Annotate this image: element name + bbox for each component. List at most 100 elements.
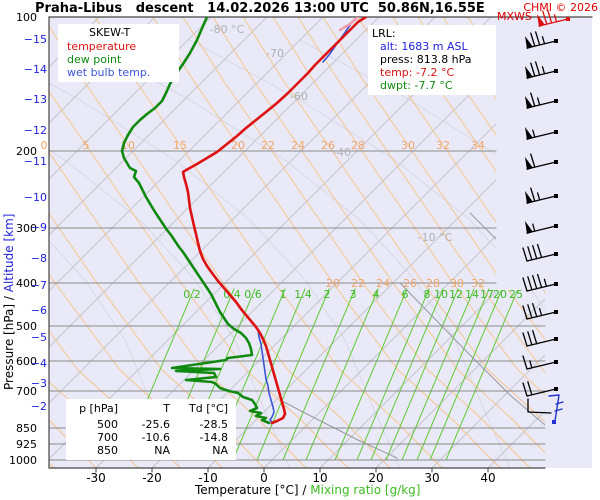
pressure-tick-label: 925	[16, 438, 37, 451]
mixing-ratio-label: 3	[350, 288, 357, 301]
wind-barb-full	[542, 10, 548, 25]
dry-adiabat-line	[94, 17, 443, 468]
wind-barb-half	[541, 66, 546, 75]
wind-barb-icon	[525, 61, 558, 79]
mixing-ratio-label: 14	[465, 288, 479, 301]
wind-barb-pennant	[525, 127, 533, 140]
wind-barb-icon	[522, 330, 558, 347]
isotherm-line	[49, 17, 268, 468]
isotherm-line	[49, 17, 212, 468]
table-row-cell: NA	[212, 444, 228, 457]
table-row-cell: -25.6	[141, 418, 170, 431]
pressure-tick-label: 500	[16, 320, 37, 333]
pressure-tick-label: 300	[16, 222, 37, 235]
wind-barb-full	[532, 275, 538, 290]
wind-barb-full	[532, 245, 538, 260]
pressure-tick-label: 1000	[9, 454, 37, 467]
wind-barb-icon	[525, 221, 558, 234]
legend-item: temperature	[67, 40, 137, 53]
wind-barb-full	[530, 153, 536, 168]
dry-adiabat-label: 0	[41, 139, 48, 152]
temp-tick-label: -20	[142, 471, 162, 485]
altitude-tick-label: −10	[24, 191, 47, 204]
wind-barb-pennant	[525, 191, 533, 204]
table-row: 700 -10.6 -14.8	[66, 431, 236, 444]
wind-barb-full	[534, 61, 541, 76]
mixing-ratio-label: 6	[402, 288, 409, 301]
isotherm-line	[263, 17, 545, 468]
wind-barb-end-square	[554, 252, 558, 256]
temp-tick-label: 30	[424, 471, 439, 485]
dry-adiabat-label: 20	[326, 277, 340, 290]
temperature-curve-light-segment	[338, 17, 360, 32]
dry-adiabat-label: 20	[231, 139, 245, 152]
dry-adiabat-line	[182, 17, 531, 468]
mixing-ratio-label: 1.4	[294, 288, 312, 301]
mixing-ratio-line	[445, 288, 519, 461]
wind-barb-end-square	[554, 224, 558, 228]
wind-barb-end-square	[554, 99, 558, 103]
legend-item: dew point	[67, 53, 122, 66]
page-title: Praha-Libus descent 14.02.2026 13:00 UTC…	[35, 1, 485, 16]
altitude-tick-label: −13	[24, 93, 47, 106]
wind-barb-full	[522, 355, 528, 370]
dry-adiabat-label: 28	[351, 139, 365, 152]
wind-barb-end-square	[554, 69, 558, 73]
pressure-tick-label: 400	[16, 277, 37, 290]
wind-barb-full	[527, 276, 533, 291]
temp-tick-label: 20	[368, 471, 383, 485]
mixing-ratio-line	[334, 288, 408, 461]
wind-barb-full	[536, 243, 543, 259]
moist-adiabat-line	[49, 39, 181, 468]
surface-wind-barb-icon	[527, 394, 564, 424]
temp-tick-label: 10	[312, 471, 327, 485]
dry-adiabat-line	[49, 17, 349, 468]
table-row: 500 -25.6 -28.5	[66, 418, 236, 431]
mixing-ratio-label: 0.6	[244, 288, 262, 301]
wind-barb-full	[534, 31, 541, 46]
mixing-ratio-label: 12	[449, 288, 463, 301]
altitude-tick-label: −12	[24, 124, 47, 137]
wind-barb-pennant	[537, 14, 545, 27]
wind-barb-full	[522, 277, 528, 292]
wind-barb-end-square	[566, 17, 570, 21]
pressure-tick-label: 700	[16, 385, 37, 398]
mixing-ratio-line	[305, 288, 379, 461]
isotherm-label: -70	[266, 47, 284, 60]
wind-barb-end-square	[554, 337, 558, 341]
surface-barb-shaft	[548, 394, 560, 422]
altitude-tick-label: −6	[31, 304, 47, 317]
wind-barb-half	[532, 129, 536, 138]
wind-barb-full	[546, 9, 553, 24]
legend-items: temperature dew point wet bulb temp.	[67, 40, 179, 79]
mixing-ratio-label: 8	[424, 288, 431, 301]
altitude-tick-label: −4	[31, 357, 47, 370]
wind-barb-full	[527, 331, 533, 346]
wind-barb-pennant	[525, 96, 533, 109]
table-row-cell: -14.8	[199, 431, 228, 444]
wind-barb-half	[529, 360, 533, 369]
wind-barb-icon	[522, 303, 558, 320]
wind-barb-icon	[525, 127, 558, 140]
mixing-ratio-label: 0.2	[183, 288, 201, 301]
wind-barb-half	[553, 14, 558, 23]
wind-barb-full	[536, 273, 543, 289]
isotherm-line	[207, 17, 545, 468]
sounding-values-table: p [hPa] T Td [°C] 500 -25.6 -28.5 700 -10.6 -14…	[66, 399, 236, 460]
dry-adiabat-label: 26	[403, 277, 417, 290]
dry-adiabat-label: 28	[426, 277, 440, 290]
dry-adiabat-line	[297, 17, 545, 468]
wind-barb-half	[536, 97, 541, 106]
temperature-curve	[181, 17, 368, 425]
mixing-ratio-line	[282, 288, 356, 461]
mixing-ratio-label: 20	[493, 288, 507, 301]
wind-barb-half	[541, 36, 546, 45]
pressure-tick-label: 100	[16, 11, 37, 24]
wind-barb-full	[530, 32, 536, 47]
dry-adiabat-label: 5	[83, 139, 90, 152]
isotherm-line	[49, 17, 324, 468]
wind-barb-icon	[525, 153, 558, 170]
isotherm-line	[49, 17, 156, 468]
isotherm-line	[375, 17, 545, 468]
lrl-item: alt: 1683 m ASL	[380, 40, 468, 53]
